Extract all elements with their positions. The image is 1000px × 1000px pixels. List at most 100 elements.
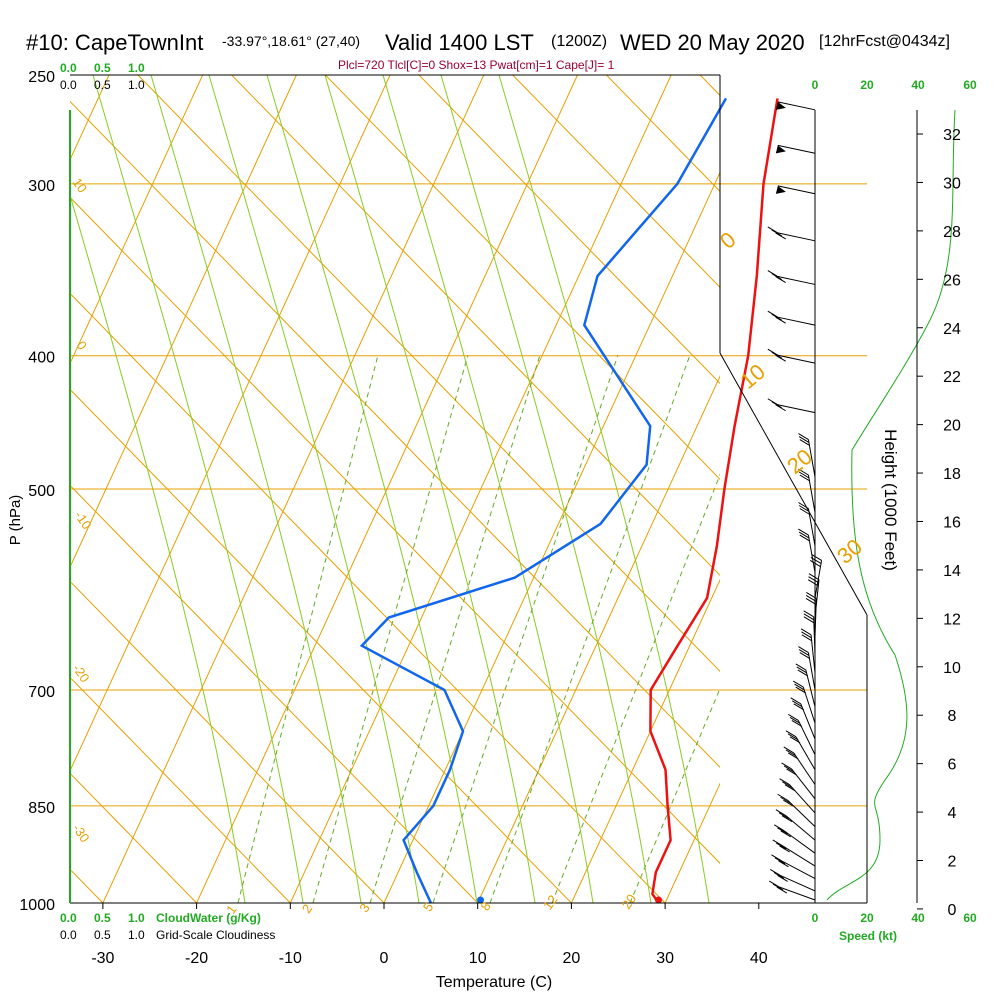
- wind-barb-feather: [771, 401, 783, 409]
- cloudwater-scale-top: 0.5: [94, 61, 111, 75]
- mixing-ratio-label: 2: [299, 901, 315, 916]
- wind-barb-feather: [811, 554, 822, 561]
- wind-barb-shaft: [781, 860, 816, 880]
- speed-tick-label-bottom: 40: [911, 911, 925, 925]
- wind-barb-feather: [774, 857, 786, 865]
- height-tick-label: 18: [943, 466, 961, 483]
- isotherm-label: -20: [70, 661, 93, 685]
- cloudwater-scale-top: 1.0: [128, 61, 145, 75]
- cloudwater-scale-top: 0.0: [60, 61, 77, 75]
- moist-adiabat-line: [324, 75, 536, 903]
- height-tick-label: 20: [943, 418, 961, 435]
- wind-barb-feather: [778, 860, 789, 868]
- wind-barb-feather: [798, 528, 809, 536]
- dewpoint-profile: [359, 97, 728, 904]
- dry-adiabat-line: [230, 75, 720, 577]
- isotherm-label: 10: [70, 175, 91, 195]
- wind-barb-feather: [810, 557, 822, 564]
- mixing-ratio-line: [489, 354, 691, 903]
- wind-barb-shaft: [782, 845, 816, 867]
- pressure-tick-label: 400: [28, 350, 55, 367]
- wind-barb-feather: [785, 749, 797, 757]
- wind-barb-feather: [800, 628, 812, 636]
- isotherm-label: 0: [715, 227, 740, 254]
- wind-barb-feather: [783, 799, 794, 807]
- cloudiness-scale-bottom: 0.5: [94, 928, 111, 942]
- wind-barb-feather: [801, 634, 813, 642]
- wind-barb-feather: [771, 313, 783, 321]
- wind-barb-shaft: [777, 144, 816, 154]
- wind-barb-feather: [767, 310, 779, 318]
- y-axis-label: P (hPa): [7, 495, 24, 546]
- isotherm-label: 30: [832, 534, 867, 569]
- dry-adiabat-line: [70, 580, 385, 903]
- wind-barb-feather: [798, 471, 810, 479]
- wind-barb-shaft: [777, 354, 816, 364]
- height-tick-label: 8: [948, 708, 957, 725]
- wind-barb: [781, 762, 816, 800]
- cloudwater-scale-bottom: 1.0: [128, 911, 145, 925]
- wind-barb-shaft: [777, 185, 816, 195]
- wind-barb-feather: [781, 781, 793, 789]
- wind-barb-shaft: [810, 634, 816, 673]
- wind-barb: [807, 573, 820, 618]
- temperature-tick-label: 0: [380, 950, 389, 967]
- valid-date: WED 20 May 2020: [620, 30, 805, 55]
- wind-barb-feather: [783, 765, 795, 773]
- height-tick-label: 28: [943, 224, 961, 241]
- wind-barb-feather: [780, 830, 791, 838]
- wind-barb: [798, 468, 816, 513]
- wind-barb-feather: [794, 683, 805, 691]
- wind-barb-feather: [808, 573, 820, 581]
- wind-barb-feather: [789, 736, 801, 744]
- wind-barb-shaft: [777, 276, 816, 285]
- dry-adiabat-line: [70, 196, 720, 864]
- wind-barb-feather: [784, 784, 796, 792]
- wind-barb-feather: [775, 809, 787, 817]
- wind-barb-feather: [795, 663, 807, 671]
- isotherm-line: [570, 578, 720, 903]
- wind-barb-feather: [775, 404, 786, 412]
- dry-adiabat-line: [70, 676, 291, 903]
- wind-barb: [771, 854, 816, 880]
- pressure-tick-label: 700: [28, 684, 55, 701]
- wind-barb-feather: [775, 232, 786, 240]
- moist-adiabat-line: [440, 75, 652, 903]
- speed-tick-label-top: 0: [812, 78, 819, 92]
- wind-barb: [803, 610, 816, 655]
- chart-grid: [70, 75, 720, 903]
- wind-barb: [800, 628, 816, 673]
- height-tick-label: 14: [943, 563, 961, 580]
- wind-barb: [775, 809, 816, 841]
- wind-barb: [777, 793, 816, 828]
- wind-barb-feather: [808, 576, 819, 584]
- height-tick-label: 32: [943, 127, 961, 144]
- isotherm-label: -10: [72, 508, 95, 532]
- wind-barb-feather: [771, 854, 782, 862]
- wind-barb: [767, 398, 816, 414]
- valid-time: Valid 1400 LST: [385, 30, 534, 55]
- dry-adiabat-line: [70, 388, 572, 903]
- wind-barb-shaft: [789, 784, 816, 814]
- speed-tick-label-bottom: 60: [963, 911, 977, 925]
- speed-tick-label-bottom: 20: [860, 911, 874, 925]
- wind-barb-feather: [776, 886, 788, 894]
- cloudiness-scale-bottom: 0.0: [60, 928, 77, 942]
- temperature-tick-label: -10: [279, 950, 302, 967]
- wind-barb-feather: [777, 875, 788, 882]
- pressure-tick-label: 850: [28, 800, 55, 817]
- mixing-ratio-line: [312, 354, 469, 903]
- height-axis-label: Height (1000 Feet): [881, 429, 900, 571]
- speed-tick-label-bottom: 0: [812, 911, 819, 925]
- wind-barbs: [767, 101, 956, 901]
- wind-barb-feather: [803, 610, 814, 618]
- pressure-tick-label: 500: [28, 483, 55, 500]
- wind-barb-feather: [783, 746, 795, 754]
- wind-barb-feather: [767, 270, 779, 277]
- dry-adiabat-line: [137, 75, 720, 672]
- wind-barb-feather: [779, 845, 790, 853]
- mixing-ratio-line: [237, 354, 379, 903]
- height-tick-label: 12: [943, 611, 961, 628]
- valid-zulu: (1200Z): [551, 33, 608, 50]
